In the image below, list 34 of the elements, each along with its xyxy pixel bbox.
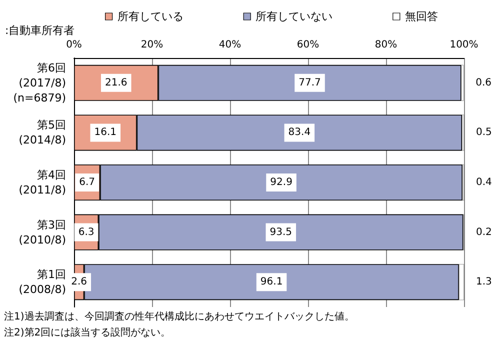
x-tick-label: 40% [218, 40, 242, 50]
data-label: 96.1 [260, 276, 283, 288]
y-tick-label: 第3回 (2010/8) [18, 218, 66, 246]
data-label: 0.2 [476, 226, 492, 238]
data-label: 2.6 [71, 276, 88, 288]
x-tick-label: 60% [296, 40, 320, 50]
data-label: 93.5 [270, 226, 292, 238]
y-tick-label: 第6回 (2017/8) (n=6879) [13, 61, 66, 104]
y-tick-label: 第5回 (2014/8) [18, 118, 66, 147]
y-tick-label: 第1回 (2008/8) [18, 268, 66, 296]
x-tick-label: 100% [450, 40, 478, 50]
data-label: 6.7 [79, 177, 96, 188]
data-label: 6.3 [78, 226, 94, 238]
data-label: 77.7 [298, 77, 321, 88]
x-tick-label: 80% [374, 40, 398, 50]
bar [461, 64, 464, 101]
data-label: 0.5 [476, 127, 492, 138]
text: 注1)過去調査は、今回調査の性年代構成比にあわせてウエイトバックした値。 [4, 310, 354, 322]
data-label: 16.1 [94, 127, 117, 138]
chart-title: :自動車所有者 [5, 24, 75, 37]
legend-label: 無回答 [404, 10, 438, 23]
bar [458, 264, 464, 300]
data-label: 83.4 [288, 127, 311, 138]
legend-label: 所有している [117, 10, 184, 23]
x-tick-label: 0% [66, 40, 82, 50]
data-label: 0.4 [476, 177, 492, 188]
data-label: 21.6 [104, 77, 128, 88]
legend-label: 所有していない [256, 10, 333, 23]
data-label: 92.9 [270, 177, 292, 188]
data-label: 1.3 [476, 276, 492, 288]
data-label: 0.6 [476, 77, 492, 88]
y-tick-label: 第4回 (2011/8) [18, 168, 66, 196]
text: 注2)第2回には該当する設問がない。 [4, 326, 171, 338]
x-tick-label: 20% [140, 40, 164, 50]
